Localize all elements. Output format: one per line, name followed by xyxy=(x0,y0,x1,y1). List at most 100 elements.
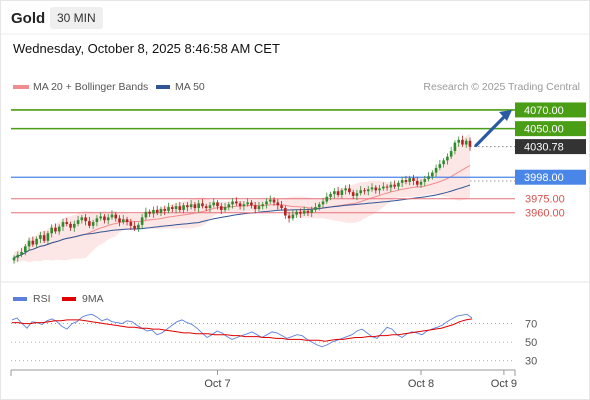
candle-body-33 xyxy=(137,224,140,229)
candle-body-22 xyxy=(95,218,99,223)
candle-body-105 xyxy=(408,178,412,182)
candle-body-96 xyxy=(374,187,378,191)
candle-body-78 xyxy=(306,210,310,213)
pivot-level-3998-00-label: 3998.00 xyxy=(524,172,564,184)
candle-body-28 xyxy=(118,218,121,223)
candle-body-11 xyxy=(54,227,57,232)
ma20-legend-label: MA 20 + Bollinger Bands xyxy=(33,81,148,93)
candle-body-16 xyxy=(72,223,76,228)
candle-body-45 xyxy=(182,205,185,210)
candle-body-54 xyxy=(216,202,219,207)
ma9-legend-swatch xyxy=(62,297,76,301)
candle-body-19 xyxy=(84,217,87,222)
candle-body-9 xyxy=(46,233,50,241)
candle-body-84 xyxy=(329,194,332,197)
candles xyxy=(12,135,472,264)
candle-body-1 xyxy=(16,254,20,258)
candle-body-43 xyxy=(174,206,178,209)
candle-body-101 xyxy=(393,184,396,187)
candle-body-58 xyxy=(231,201,234,205)
candle-body-104 xyxy=(404,180,408,182)
candle-body-63 xyxy=(250,202,253,206)
candle-body-80 xyxy=(314,207,317,210)
candle-body-42 xyxy=(170,207,174,209)
candle-body-4 xyxy=(27,240,31,247)
rsi-legend-swatch xyxy=(13,297,27,301)
candle-body-87 xyxy=(340,190,344,195)
candle-body-86 xyxy=(336,191,340,195)
candle-body-38 xyxy=(155,209,159,213)
timeframe-selector[interactable]: 30 MIN xyxy=(50,7,103,29)
candle-body-79 xyxy=(310,209,314,213)
candle-body-73 xyxy=(287,215,291,219)
candle-body-111 xyxy=(431,172,434,177)
candle-body-34 xyxy=(140,217,144,225)
candle-body-21 xyxy=(91,222,95,226)
candle-body-66 xyxy=(261,204,265,207)
candle-body-112 xyxy=(434,167,438,173)
price-levels xyxy=(11,109,515,214)
resistance-level-4070-00-tag xyxy=(515,102,586,118)
candle-body-89 xyxy=(348,188,351,193)
candle-body-17 xyxy=(76,220,80,224)
candle-body-116 xyxy=(449,151,453,157)
candle-body-70 xyxy=(276,202,280,206)
candle-body-12 xyxy=(57,226,61,232)
instrument-title: Gold xyxy=(11,10,46,27)
candle-body-81 xyxy=(317,204,321,208)
candle-body-40 xyxy=(163,208,167,211)
candle-body-46 xyxy=(186,205,189,208)
candle-body-48 xyxy=(193,204,197,209)
candle-body-72 xyxy=(284,208,287,216)
candle-body-14 xyxy=(65,222,69,224)
candle-body-77 xyxy=(302,210,306,214)
title-bar: Gold 30 MIN xyxy=(0,0,590,36)
last-price-label: 4030.78 xyxy=(524,142,564,154)
candle-body-31 xyxy=(129,222,133,226)
candle-body-37 xyxy=(152,209,155,214)
candle-body-15 xyxy=(69,223,72,228)
candle-body-50 xyxy=(201,203,204,207)
candle-body-6 xyxy=(35,238,38,245)
candle-body-100 xyxy=(389,184,393,188)
rsi-level-label-50: 50 xyxy=(525,337,537,349)
moving-averages xyxy=(13,165,471,259)
candle-body-88 xyxy=(344,188,347,191)
support-level-3975-00-label: 3975.00 xyxy=(525,194,565,206)
ma50-legend-label: MA 50 xyxy=(175,81,205,93)
candle-body-65 xyxy=(257,206,261,209)
candle-body-108 xyxy=(419,181,423,185)
candle-body-85 xyxy=(333,191,336,195)
candle-body-62 xyxy=(246,202,249,205)
datetime-label: Wednesday, October 8, 2025 8:46:58 AM CE… xyxy=(13,41,280,56)
ma20-legend-swatch xyxy=(13,85,29,89)
rsi-legend: RSI 9MA xyxy=(13,293,104,305)
last-price-tag xyxy=(515,139,586,155)
price-level-labels: 4070.00 4050.00 4030.78 3998.00 3975.00 3960.… xyxy=(515,102,586,220)
candle-body-115 xyxy=(446,156,449,161)
candle-body-2 xyxy=(20,251,23,255)
candle-body-10 xyxy=(50,227,53,234)
candle-body-41 xyxy=(167,207,170,211)
candle-body-24 xyxy=(103,216,106,221)
candle-body-51 xyxy=(204,206,208,209)
candle-body-13 xyxy=(61,222,65,227)
candle-body-74 xyxy=(291,214,295,219)
candle-body-23 xyxy=(99,216,102,219)
candle-body-118 xyxy=(457,139,460,143)
candle-body-99 xyxy=(385,186,389,188)
ma20-line xyxy=(13,165,471,259)
candle-body-92 xyxy=(359,190,363,194)
candle-body-93 xyxy=(363,190,366,192)
candle-body-49 xyxy=(197,203,200,209)
candle-body-5 xyxy=(31,240,35,245)
candle-body-121 xyxy=(468,140,472,147)
candle-body-114 xyxy=(442,160,445,165)
candle-body-3 xyxy=(24,246,27,252)
rsi-level-label-70: 70 xyxy=(525,319,537,331)
candle-body-52 xyxy=(208,205,212,209)
candle-body-67 xyxy=(265,201,268,205)
time-tick-oct-7-label: Oct 7 xyxy=(204,378,230,390)
projection-arrow-head xyxy=(499,109,512,121)
